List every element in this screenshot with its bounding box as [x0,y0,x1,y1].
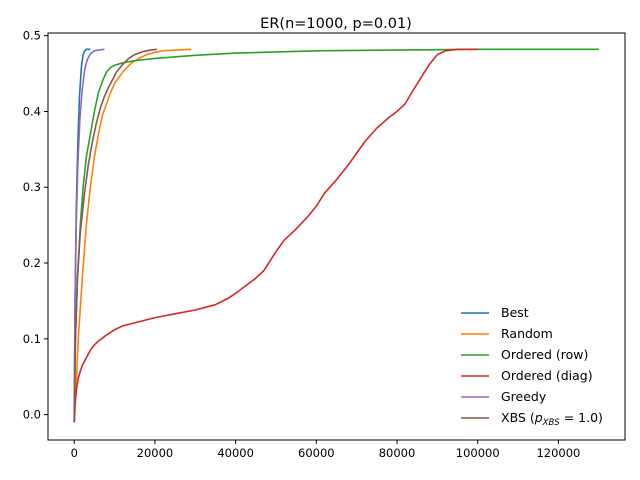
y-tick-label: 0.2 [23,256,41,270]
legend-label: Ordered (row) [501,347,588,362]
x-tick-label: 20000 [137,446,174,460]
series-line-1 [73,48,192,423]
x-tick-label: 40000 [217,446,254,460]
series-line-5 [73,48,158,423]
x-tick-label: 60000 [298,446,335,460]
y-tick-label: 0.5 [23,29,41,43]
legend: Best Random Ordered (row) Ordered (diag) Gre… [461,305,603,428]
plot-series [73,48,599,423]
series-line-4 [73,48,105,423]
x-tick-label: 80000 [379,446,416,460]
chart-title: ER(n=1000, p=0.01) [260,16,412,32]
legend-label: Random [501,326,553,341]
y-tick-label: 0.1 [23,332,41,346]
x-tick-label: 120000 [536,446,580,460]
x-tick-label: 0 [71,446,78,460]
x-tick-label: 100000 [456,446,500,460]
y-tick-label: 0.0 [23,408,41,422]
plot-frame [47,32,626,441]
y-tick-label: 0.4 [23,104,41,118]
series-line-3 [73,48,478,423]
legend-label: Greedy [501,389,547,404]
x-axis: 0 20000 40000 60000 80000 100000 120000 [71,440,580,460]
series-line-2 [73,48,599,423]
legend-label: Best [501,305,529,320]
y-axis: 0.0 0.1 0.2 0.3 0.4 0.5 [23,29,48,422]
y-tick-label: 0.3 [23,180,41,194]
legend-label: XBS (pXBS = 1.0) [501,410,603,428]
legend-label: Ordered (diag) [501,368,593,383]
